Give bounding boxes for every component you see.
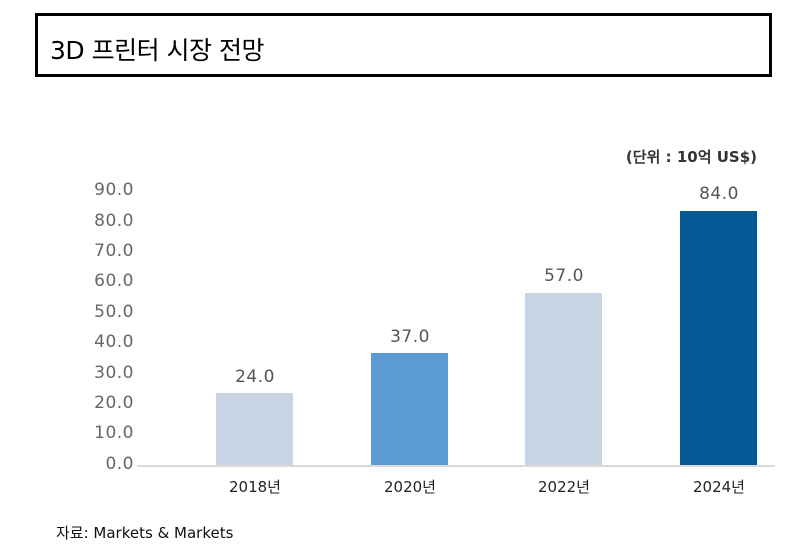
y-tick: 70.0 — [94, 241, 134, 261]
x-axis-line — [137, 465, 775, 467]
y-tick: 30.0 — [94, 363, 134, 383]
y-tick: 80.0 — [94, 211, 134, 231]
y-tick: 0.0 — [105, 454, 134, 474]
y-tick: 10.0 — [94, 423, 134, 443]
bar-value-label: 84.0 — [699, 184, 739, 204]
bar-2022 — [525, 293, 602, 466]
x-tick: 2024년 — [693, 478, 745, 496]
title-box: 3D 프린터 시장 전망 — [35, 13, 772, 77]
bar-value-label: 37.0 — [390, 327, 430, 347]
x-tick: 2018년 — [229, 478, 281, 496]
y-tick: 50.0 — [94, 302, 134, 322]
unit-label: (단위 : 10억 US$) — [625, 148, 757, 166]
x-tick: 2020년 — [384, 478, 436, 496]
bar-2020 — [371, 353, 448, 466]
bar-2024 — [680, 211, 757, 466]
y-tick: 90.0 — [94, 180, 134, 200]
source-note: 자료: Markets & Markets — [56, 524, 234, 542]
x-tick: 2022년 — [538, 478, 590, 496]
y-tick: 20.0 — [94, 393, 134, 413]
y-tick: 60.0 — [94, 271, 134, 291]
bar-2018 — [216, 393, 293, 466]
chart-title: 3D 프린터 시장 전망 — [50, 36, 265, 65]
y-tick: 40.0 — [94, 332, 134, 352]
bar-value-label: 24.0 — [235, 367, 275, 387]
bar-value-label: 57.0 — [544, 266, 584, 286]
